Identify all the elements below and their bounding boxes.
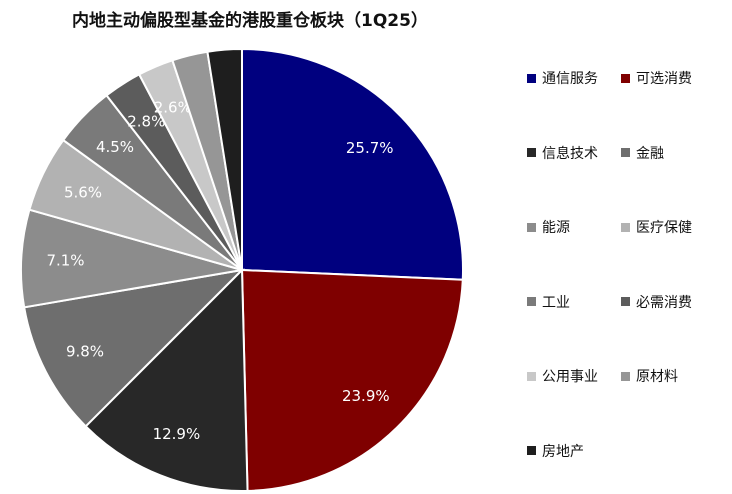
legend-item-9: 原材料 [621, 366, 678, 386]
pie-slice-0 [241, 47, 464, 281]
legend-swatch-1 [621, 73, 630, 83]
legend-label-7: 必需消费 [636, 294, 692, 311]
legend-swatch-7 [621, 297, 630, 306]
legend-swatch-6 [527, 297, 536, 306]
pie-slice-3 [23, 268, 245, 428]
legend-label-9: 原材料 [636, 369, 678, 385]
chart-title: 内地主动偏股型基金的港股重仓板块（1Q25） [72, 11, 428, 31]
pie-slice-1 [240, 268, 464, 492]
legend-label-1: 可选消费 [636, 71, 692, 87]
legend-label-5: 医疗保健 [636, 220, 692, 236]
legend-swatch-8 [527, 371, 536, 381]
legend-item-4: 能源 [527, 217, 570, 237]
slice-label-1: 23.9% [342, 387, 390, 405]
slice-label-4: 7.1% [46, 252, 84, 270]
legend-label-8: 公用事业 [542, 369, 598, 385]
slice-label-2: 12.9% [153, 425, 201, 443]
legend-item-5: 医疗保健 [621, 217, 692, 237]
legend-label-4: 能源 [542, 220, 570, 236]
legend-item-7: 必需消费 [621, 292, 692, 312]
slice-label-8: 2.6% [154, 98, 192, 116]
legend-item-1: 可选消费 [621, 68, 692, 88]
legend-label-0: 通信服务 [542, 71, 598, 87]
legend-item-2: 信息技术 [527, 143, 598, 163]
legend-swatch-10 [527, 446, 536, 455]
legend-swatch-0 [527, 73, 536, 83]
slice-label-3: 9.8% [66, 342, 104, 360]
slice-label-5: 5.6% [64, 184, 102, 202]
legend-swatch-2 [527, 148, 536, 157]
legend-item-6: 工业 [527, 292, 570, 312]
slice-label-7: 2.8% [127, 112, 165, 130]
slice-label-6: 4.5% [96, 138, 134, 156]
legend-item-10: 房地产 [527, 441, 584, 461]
legend-label-2: 信息技术 [542, 145, 598, 162]
legend-swatch-5 [621, 222, 630, 232]
pie-slice-10 [206, 47, 243, 271]
legend-swatch-9 [621, 371, 630, 381]
legend-label-3: 金融 [636, 145, 664, 162]
legend-label-10: 房地产 [542, 443, 584, 460]
legend-item-3: 金融 [621, 143, 664, 163]
legend-item-8: 公用事业 [527, 366, 598, 386]
legend-label-6: 工业 [542, 294, 570, 311]
legend-item-0: 通信服务 [527, 68, 598, 88]
slice-label-0: 25.7% [346, 139, 394, 157]
pie-slice-2 [84, 267, 249, 492]
legend-swatch-4 [527, 222, 536, 232]
legend-swatch-3 [621, 148, 630, 157]
